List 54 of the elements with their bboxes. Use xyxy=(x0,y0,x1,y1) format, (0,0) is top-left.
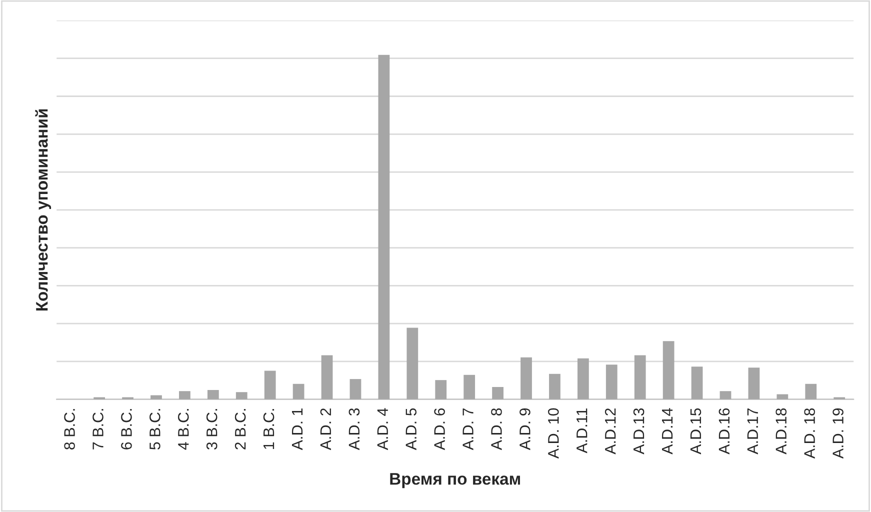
x-tick-label: 3 B.C. xyxy=(206,409,218,450)
x-tick-label: A.D. 2 xyxy=(320,408,331,450)
x-tick-label: A.D. 19 xyxy=(832,408,844,459)
x-tick-label: A.D. 6 xyxy=(434,408,445,450)
x-tick-label: A.D.12 xyxy=(604,408,616,454)
x-tick-label: A.D. 18 xyxy=(804,408,815,459)
bar xyxy=(292,384,304,400)
bar xyxy=(720,391,732,400)
x-tick-label: A.D.16 xyxy=(718,408,730,454)
bar xyxy=(207,390,219,400)
x-tick-label: A.D.18 xyxy=(776,408,787,454)
x-tick-label: 4 B.C. xyxy=(178,409,189,450)
x-tick-label: A.D. 9 xyxy=(520,408,530,450)
x-tick-label: A.D. 7 xyxy=(462,408,474,450)
bar xyxy=(321,355,333,400)
bar xyxy=(748,368,760,400)
bar xyxy=(406,328,418,400)
bar xyxy=(435,380,447,400)
bar xyxy=(520,357,532,400)
bar xyxy=(150,395,162,400)
bar xyxy=(549,374,560,400)
y-axis-title: Количество упоминаний xyxy=(35,109,52,311)
x-tick-label: A.D. 8 xyxy=(491,408,502,450)
x-tick-label: 1 B.C. xyxy=(263,409,274,449)
bar xyxy=(236,392,248,400)
bar xyxy=(805,384,817,400)
bar xyxy=(606,364,618,400)
bar xyxy=(492,386,504,400)
bar xyxy=(378,54,390,400)
x-tick-label: 2 B.C. xyxy=(234,409,246,450)
bar xyxy=(350,379,362,400)
x-tick-label: 7 B.C. xyxy=(92,409,104,450)
x-tick-label: A.D. 4 xyxy=(377,408,388,450)
x-tick-label: 5 B.C. xyxy=(150,409,160,450)
x-tick-label: 8 B.C. xyxy=(64,409,75,450)
x-axis-title: Время по векам xyxy=(390,473,520,488)
x-tick-label: A.D. 3 xyxy=(348,408,360,450)
x-tick-label: A.D.17 xyxy=(747,408,758,454)
x-tick-label: 6 B.C. xyxy=(121,409,132,450)
x-tick-label: A.D. 1 xyxy=(292,408,302,450)
x-tick-label: A.D. 10 xyxy=(548,408,559,459)
bar xyxy=(577,358,589,400)
x-tick-label: A.D.11 xyxy=(576,408,588,454)
bar xyxy=(179,391,190,400)
x-tick-label: A.D.15 xyxy=(690,408,702,454)
bar xyxy=(464,374,476,400)
bar xyxy=(662,341,674,400)
x-tick-label: A.D.14 xyxy=(662,408,673,454)
bar xyxy=(691,366,703,400)
x-tick-label: A.D.13 xyxy=(633,408,644,454)
bar xyxy=(264,370,276,400)
x-tick-label: A.D. 5 xyxy=(406,408,417,450)
bar xyxy=(634,355,646,400)
bar xyxy=(776,394,788,400)
